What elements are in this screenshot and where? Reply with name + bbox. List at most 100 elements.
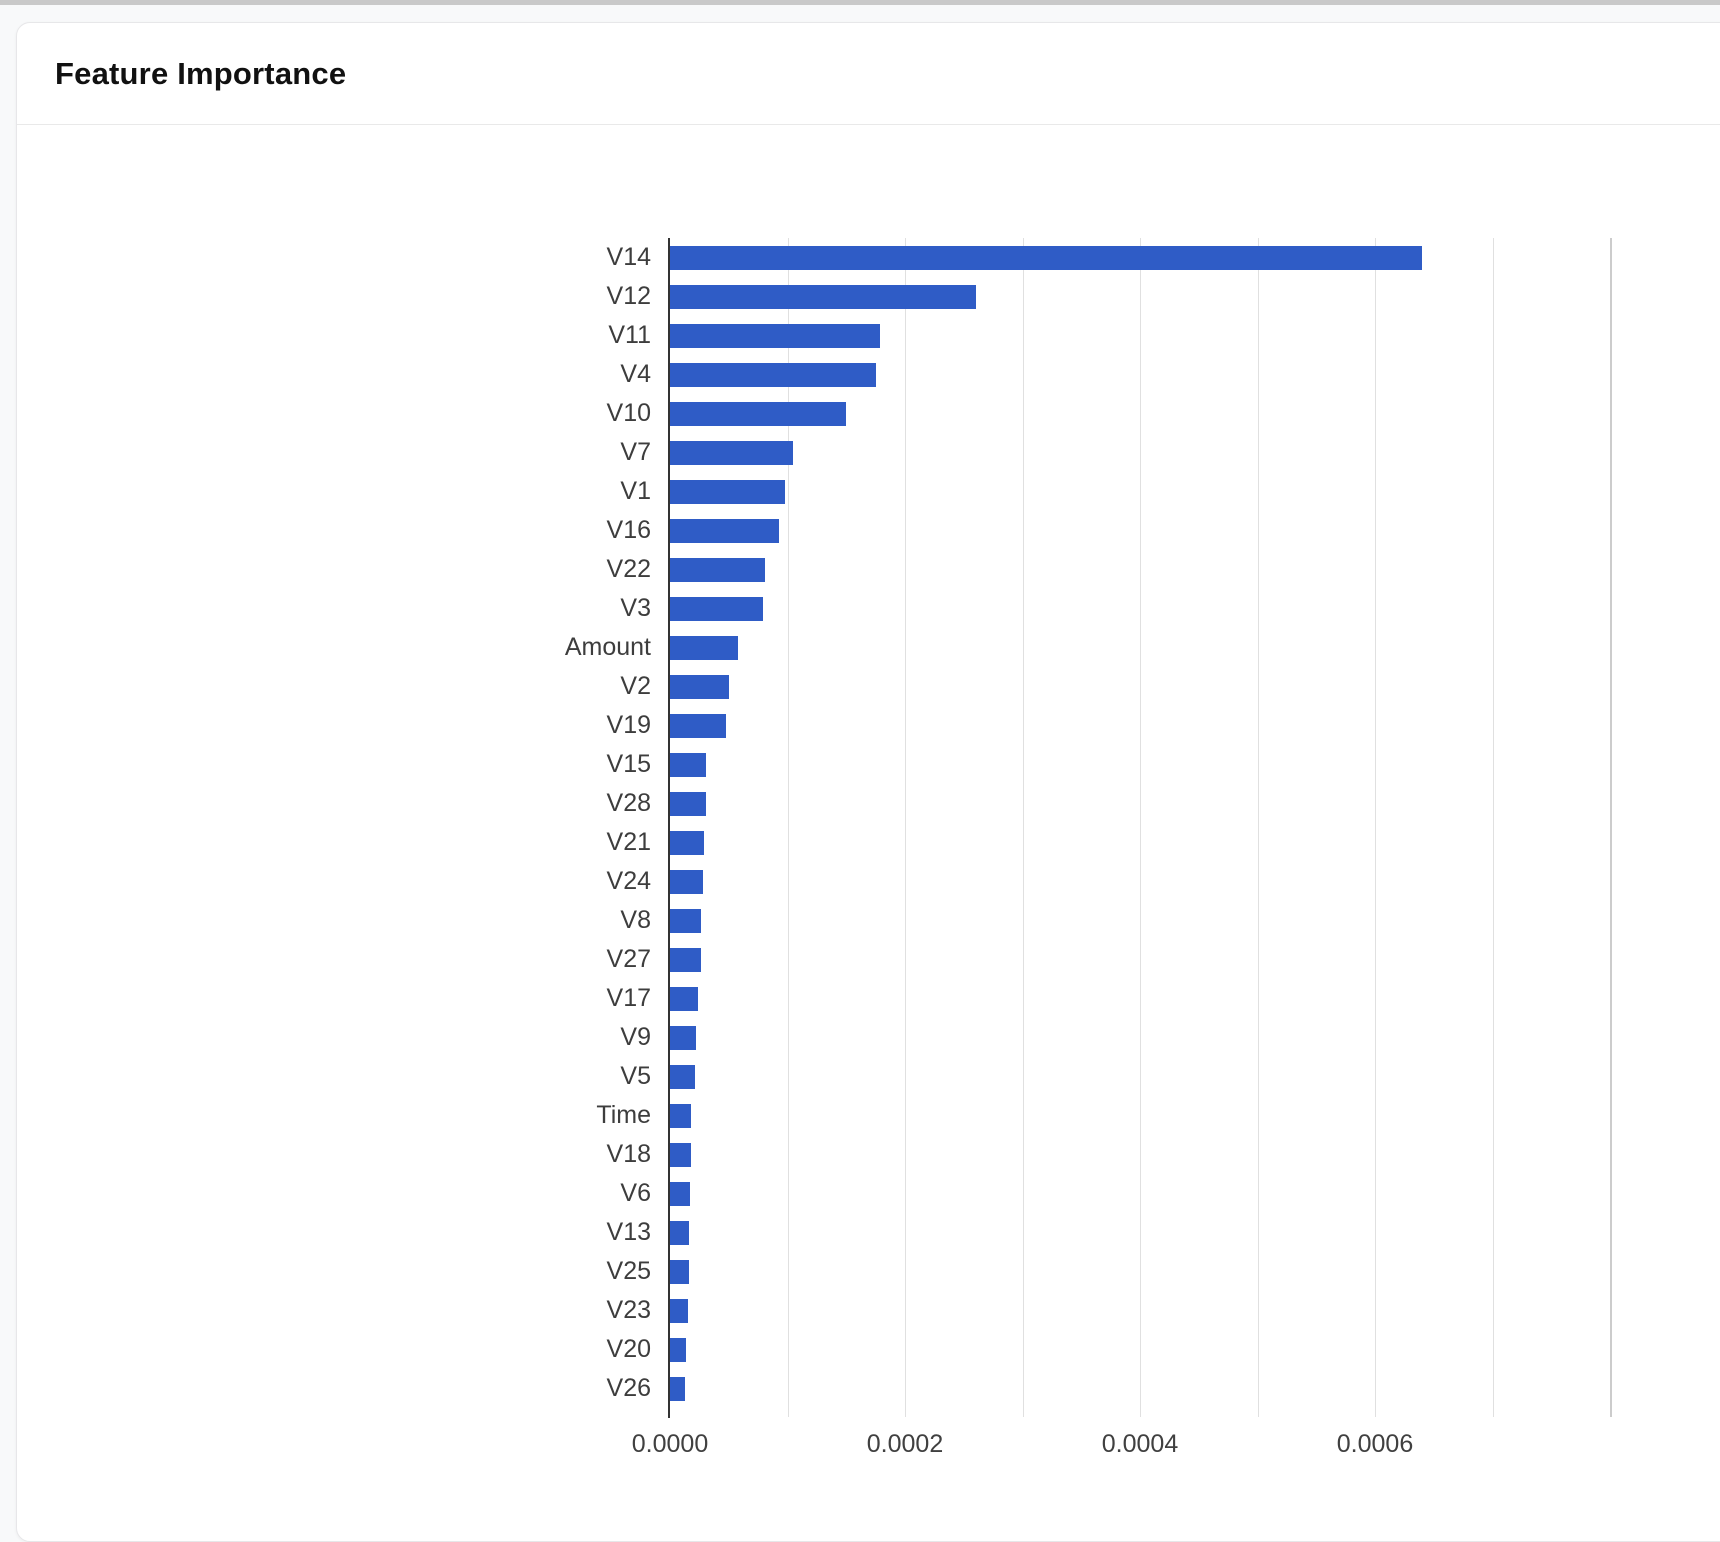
y-axis-label: V19 [606,711,651,739]
top-border-strip [0,0,1720,5]
bar-row [670,1291,1610,1330]
bar-row [670,1018,1610,1057]
y-axis-label: V26 [606,1374,651,1402]
bar-row [670,784,1610,823]
bar-row [670,628,1610,667]
y-axis-label: V2 [620,672,651,700]
bar-row [670,511,1610,550]
bar-row [670,394,1610,433]
y-axis-label: V23 [606,1296,651,1324]
gridline [1492,238,1494,1417]
y-axis-label: V20 [606,1335,651,1363]
bar-row [670,1369,1610,1408]
y-axis-label: V10 [606,399,651,427]
y-axis-label: V7 [620,438,651,466]
page-title: Feature Importance [55,55,347,91]
bar-V24 [670,869,703,894]
y-axis-label: V3 [620,594,651,622]
y-axis-label: V18 [606,1140,651,1168]
feature-importance-chart: V14 V12 V11 V4 V10 V7 V1 V16 V22 V3 Amount V2 V19 V15… [17,238,1720,1480]
feature-importance-card: Feature Importance V14 V12 V11 V4 V10 V7 V1 V16… [16,22,1720,1542]
bar-V2 [670,674,729,699]
bar-row [670,589,1610,628]
bar-V22 [670,557,766,582]
bar-V27 [670,947,701,972]
gridline [1375,238,1376,1417]
y-axis-label: V11 [608,321,651,349]
bar-V3 [670,596,763,621]
y-axis-label: V9 [620,1023,651,1051]
bar-V11 [670,323,881,348]
bar-row [670,472,1610,511]
y-axis-label: V4 [620,360,651,388]
bar-row [670,667,1610,706]
gridline [1610,238,1612,1417]
y-axis-label: V17 [606,984,651,1012]
bar-V13 [670,1220,689,1245]
bar-V17 [670,986,699,1011]
bar-V5 [670,1064,695,1089]
bar-V16 [670,518,780,543]
bar-row [670,1057,1610,1096]
y-axis-label: V6 [620,1179,651,1207]
x-axis-tick-label: 0.0004 [1101,1430,1179,1458]
y-axis-label: V1 [620,477,651,505]
y-axis-label: V8 [620,906,651,934]
y-axis-label: Time [596,1101,651,1129]
bar-V15 [670,752,707,777]
card-header: Feature Importance [17,23,1720,125]
bar-row [670,1330,1610,1369]
bar-V26 [670,1376,686,1401]
bar-Time [670,1103,692,1128]
gridline [1022,238,1024,1417]
bar-row [670,550,1610,589]
y-axis-line [668,238,670,1418]
y-axis-label: V21 [606,828,651,856]
bar-V10 [670,401,847,426]
bar-row [670,706,1610,745]
bar-row [670,862,1610,901]
bar-V14 [670,245,1422,270]
x-axis-labels: 0.0000 0.0002 0.0004 0.0006 [632,1430,1610,1480]
bar-V25 [670,1259,689,1284]
y-axis-label: V14 [606,243,651,271]
x-axis-tick-label: 0.0000 [631,1430,709,1458]
bar-Amount [670,635,739,660]
bar-row [670,433,1610,472]
bar-row [670,1174,1610,1213]
gridline [787,238,789,1417]
y-axis-label: V24 [606,867,651,895]
bar-row [670,1252,1610,1291]
y-axis-labels: V14 V12 V11 V4 V10 V7 V1 V16 V22 V3 Amount V2 V19 V15… [17,238,670,1408]
y-axis-label: V27 [606,945,651,973]
bar-V6 [670,1181,690,1206]
x-axis-tick-label: 0.0002 [866,1430,944,1458]
bar-rows [670,238,1610,1408]
y-axis-label: V28 [606,789,651,817]
y-axis-label: V12 [606,282,651,310]
gridline [1140,238,1141,1417]
y-axis-label: Amount [564,633,651,661]
bar-row [670,1135,1610,1174]
bar-V19 [670,713,727,738]
bar-row [670,316,1610,355]
bar-V18 [670,1142,692,1167]
bar-V20 [670,1337,687,1362]
bar-row [670,1096,1610,1135]
y-axis-label: V5 [620,1062,651,1090]
bar-V9 [670,1025,696,1050]
y-axis-label: V25 [606,1257,651,1285]
bar-V8 [670,908,701,933]
bar-row [670,979,1610,1018]
bar-V1 [670,479,786,504]
bar-row [670,355,1610,394]
y-axis-label: V15 [606,750,651,778]
bar-V21 [670,830,705,855]
bar-V23 [670,1298,688,1323]
bar-V4 [670,362,876,387]
bar-V12 [670,284,976,309]
y-axis-label: V16 [606,516,651,544]
bar-V7 [670,440,794,465]
x-axis-tick-label: 0.0006 [1336,1430,1414,1458]
plot-area [668,238,1612,1418]
